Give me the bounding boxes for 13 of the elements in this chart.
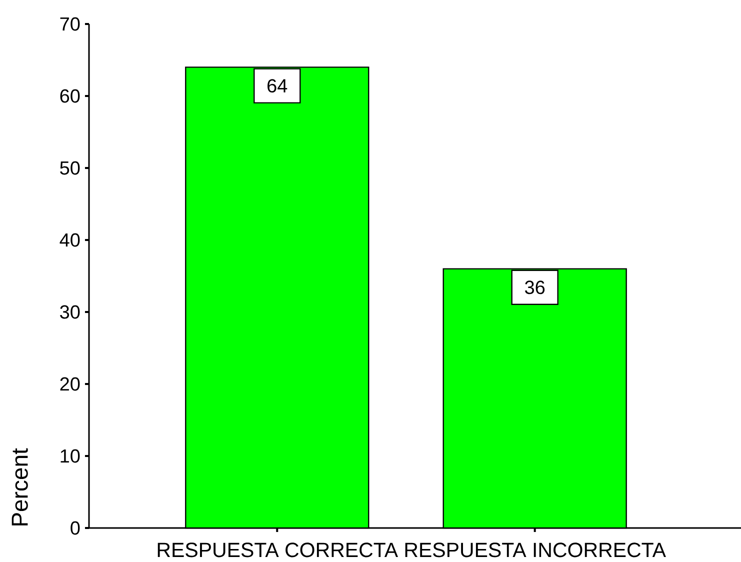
x-tick-label: RESPUESTA INCORRECTA: [405, 542, 666, 558]
y-tick-label: 10: [60, 449, 80, 463]
data-label: 36: [524, 280, 545, 294]
data-label: 64: [268, 79, 288, 93]
y-axis-title: Percent: [12, 448, 28, 526]
y-tick-label: 60: [60, 89, 80, 103]
y-tick-label: 0: [70, 521, 80, 535]
y-tick-label: 20: [60, 377, 80, 391]
y-tick-label: 50: [60, 161, 80, 175]
x-tick-label: RESPUESTA CORRECTA: [158, 542, 398, 558]
y-tick-label: 40: [60, 233, 80, 247]
y-tick-label: 70: [60, 17, 80, 31]
y-tick-label: 30: [60, 305, 80, 319]
